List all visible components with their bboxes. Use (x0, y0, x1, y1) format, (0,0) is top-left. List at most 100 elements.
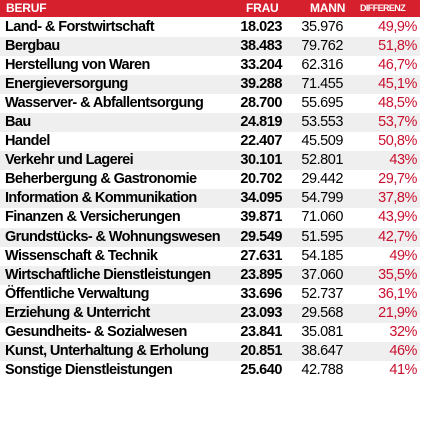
differenz-cell: 49% (389, 247, 417, 264)
beruf-cell: Öffentliche Verwaltung (5, 285, 150, 302)
table-header: BERUF FRAU MANN DIFFERENZ (0, 0, 420, 17)
frau-cell: 23.841 (240, 323, 282, 340)
beruf-cell: Energieversorgung (5, 76, 128, 93)
frau-cell: 27.631 (240, 247, 282, 264)
beruf-cell: Kunst, Unterhaltung & Erholung (5, 342, 209, 359)
frau-cell: 34.095 (240, 190, 282, 207)
mann-cell: 54.799 (301, 190, 343, 207)
beruf-cell: Bau (5, 114, 31, 131)
differenz-cell: 48,5% (378, 95, 417, 112)
differenz-cell: 36,1% (378, 285, 417, 302)
table-row: Bau 24.819 53.553 53,7% (0, 113, 420, 133)
frau-cell: 39.871 (240, 209, 282, 226)
frau-cell: 22.407 (240, 133, 282, 150)
mann-cell: 29.442 (301, 171, 343, 188)
frau-cell: 29.549 (240, 228, 282, 245)
differenz-cell: 53,7% (378, 114, 417, 131)
beruf-cell: Land- & Forstwirtschaft (5, 19, 155, 35)
mann-cell: 54.185 (301, 247, 343, 264)
table-row: Beherbergung & Gastronomie 20.702 29.442 29… (0, 170, 420, 189)
frau-cell: 39.288 (240, 76, 282, 93)
beruf-cell: Herstellung von Waren (5, 57, 150, 74)
table-row: Handel 22.407 45.509 50,8% (0, 132, 420, 151)
differenz-cell: 50,8% (378, 133, 417, 150)
differenz-cell: 43,9% (378, 209, 417, 226)
table-row: Gesundheits- & Sozialwesen 23.841 35.081 32… (0, 323, 420, 342)
table-row: Verkehr und Lagerei 30.101 52.801 43% (0, 151, 420, 171)
differenz-cell: 49,9% (378, 19, 417, 35)
frau-cell: 30.101 (240, 152, 282, 169)
differenz-cell: 21,9% (378, 304, 417, 321)
beruf-cell: Wirtschaftliche Dienstleistungen (5, 266, 211, 283)
beruf-cell: Sonstige Dienstleistungen (5, 361, 173, 378)
table-row: Wirtschaftliche Dienstleistungen 23.895 37… (0, 265, 420, 285)
mann-cell: 79.762 (301, 38, 343, 55)
differenz-cell: 32% (389, 323, 417, 340)
differenz-cell: 37,8% (378, 190, 417, 207)
header-differenz: DIFFERENZ (360, 3, 406, 13)
differenz-cell: 43% (389, 152, 417, 169)
differenz-cell: 45,1% (378, 76, 417, 93)
beruf-cell: Erziehung & Unterricht (5, 304, 150, 321)
mann-cell: 35.081 (301, 323, 343, 340)
mann-cell: 37.060 (301, 266, 343, 283)
frau-cell: 38.483 (240, 38, 282, 55)
mann-cell: 45.509 (301, 133, 343, 150)
header-beruf: BERUF (6, 1, 47, 15)
differenz-cell: 29,7% (378, 171, 417, 188)
table-row: Information & Kommunikation 34.095 54.799 3… (0, 189, 420, 209)
table-row: Grundstücks- & Wohnungswesen 29.549 51.595… (0, 227, 420, 247)
mann-cell: 52.737 (301, 285, 343, 302)
mann-cell: 29.568 (301, 304, 343, 321)
table-row: Wissenschaft & Technik 27.631 54.185 49% (0, 247, 420, 266)
table-row: Wasserver- & Abfallentsorgung 28.700 55.69… (0, 94, 420, 113)
frau-cell: 23.093 (240, 304, 282, 321)
beruf-cell: Finanzen & Versicherungen (5, 209, 181, 226)
mann-cell: 52.801 (301, 152, 343, 169)
beruf-cell: Information & Kommunikation (5, 190, 197, 207)
table-body: Land- & Forstwirtschaft 18.023 35.976 49,9%… (0, 18, 420, 380)
frau-cell: 24.819 (240, 114, 282, 131)
frau-cell: 23.895 (240, 266, 282, 283)
frau-cell: 33.696 (240, 285, 282, 302)
frau-cell: 20.851 (240, 342, 282, 359)
mann-cell: 71.060 (301, 209, 343, 226)
beruf-cell: Bergbau (5, 38, 60, 55)
beruf-cell: Verkehr und Lagerei (5, 152, 134, 169)
beruf-cell: Beherbergung & Gastronomie (5, 171, 197, 188)
table-row: Sonstige Dienstleistungen 25.640 42.788 41% (0, 361, 420, 380)
beruf-cell: Handel (5, 133, 50, 150)
beruf-cell: Gesundheits- & Sozialwesen (5, 323, 187, 340)
beruf-cell: Grundstücks- & Wohnungswesen (5, 228, 221, 245)
differenz-cell: 35,5% (378, 266, 417, 283)
table-row: Land- & Forstwirtschaft 18.023 35.976 49,9% (0, 18, 420, 37)
beruf-cell: Wissenschaft & Technik (5, 247, 158, 264)
mann-cell: 71.455 (301, 76, 343, 93)
differenz-cell: 41% (389, 361, 417, 378)
differenz-cell: 51,8% (378, 38, 417, 55)
mann-cell: 38.647 (301, 342, 343, 359)
table-row: Erziehung & Unterricht 23.093 29.568 21,9% (0, 303, 420, 323)
header-mann: MANN (310, 1, 346, 15)
table-row: Herstellung von Waren 33.204 62.316 46,7% (0, 56, 420, 75)
mann-cell: 35.976 (301, 19, 343, 35)
table-row: Kunst, Unterhaltung & Erholung 20.851 38.6… (0, 341, 420, 361)
frau-cell: 18.023 (240, 19, 282, 35)
beruf-cell: Wasserver- & Abfallentsorgung (5, 95, 204, 112)
mann-cell: 55.695 (301, 95, 343, 112)
mann-cell: 42.788 (301, 361, 343, 378)
table-row: Bergbau 38.483 79.762 51,8% (0, 37, 420, 57)
frau-cell: 25.640 (240, 361, 282, 378)
table-row: Finanzen & Versicherungen 39.871 71.060 43,… (0, 208, 420, 227)
mann-cell: 51.595 (301, 228, 343, 245)
frau-cell: 28.700 (240, 95, 282, 112)
table-row: Öffentliche Verwaltung 33.696 52.737 36,1% (0, 285, 420, 304)
frau-cell: 33.204 (240, 57, 282, 74)
differenz-cell: 46,7% (378, 57, 417, 74)
differenz-cell: 46% (389, 342, 417, 359)
table-row: Energieversorgung 39.288 71.455 45,1% (0, 75, 420, 95)
mann-cell: 62.316 (301, 57, 343, 74)
differenz-cell: 42,7% (378, 228, 417, 245)
mann-cell: 53.553 (301, 114, 343, 131)
